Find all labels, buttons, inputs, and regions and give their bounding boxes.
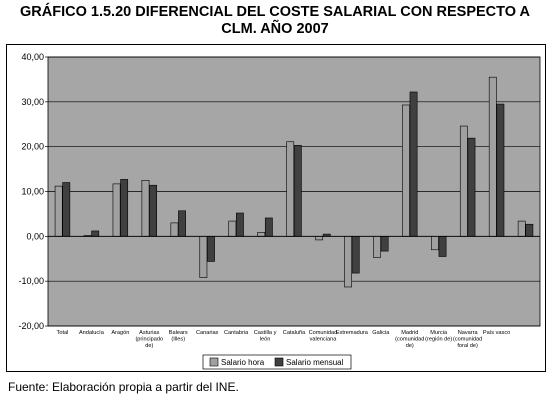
bar-salario-mensual: [351, 236, 360, 274]
legend-swatch-salario-hora: [209, 357, 219, 367]
x-category-label: Aragón: [111, 330, 129, 336]
source-note: Fuente: Elaboración propia a partir del …: [8, 380, 239, 394]
legend: Salario hora Salario mensual: [202, 354, 352, 370]
bar-salario-hora: [112, 183, 121, 237]
x-category-label: Murcia (región de): [425, 330, 452, 343]
bar-salario-hora: [402, 104, 410, 237]
legend-swatch-salario-mensual: [274, 357, 284, 367]
x-category-label: País vasco: [483, 330, 510, 336]
bar-salario-mensual: [62, 182, 71, 237]
bar-salario-mensual: [438, 236, 447, 257]
x-category-label: Cataluña: [283, 330, 306, 336]
y-tick-label: 0,00: [26, 231, 44, 241]
legend-label-salario-mensual: Salario mensual: [286, 358, 344, 367]
bar-salario-hora: [373, 236, 381, 258]
bar-salario-mensual: [293, 145, 302, 237]
bar-salario-mensual: [264, 217, 273, 237]
y-tick-label: 20,00: [21, 142, 44, 152]
bar-salario-hora: [170, 222, 179, 237]
x-category-label: Total: [57, 330, 69, 336]
x-category-label: Castilla y león: [254, 330, 277, 343]
y-tick-label: -10,00: [18, 276, 44, 286]
bar-chart: 40,00 30,00 20,00 10,00 0,00 -10,00 -20,00 Tota…: [18, 52, 541, 370]
x-category-label: Cantabria: [224, 330, 249, 336]
x-category-label: Asturias (principado de): [135, 330, 163, 349]
bar-salario-hora: [286, 141, 295, 237]
bar-salario-hora: [459, 125, 468, 237]
x-category-label: Balears (Illes): [169, 330, 188, 343]
bar-salario-hora: [431, 236, 439, 251]
bar-salario-hora: [257, 231, 266, 237]
chart-title-line-1: GRÁFICO 1.5.20 DIFERENCIAL DEL COSTE SAL…: [20, 4, 530, 20]
bar-salario-mensual: [409, 91, 418, 237]
x-category-label: Navarra (comunidad foral de): [453, 330, 482, 349]
bar-salario-hora: [199, 236, 208, 278]
bar-salario-mensual: [525, 223, 534, 237]
y-tick-label: 10,00: [21, 187, 44, 197]
x-category-label: Andalucía: [79, 330, 105, 336]
x-category-label: Comunidad valenciana: [309, 330, 338, 343]
x-category-label: Madrid (comunidad de): [395, 330, 424, 349]
chart-title-line-2: CLM. AÑO 2007: [221, 21, 329, 37]
bar-salario-mensual: [236, 212, 244, 237]
chart-frame: 40,00 30,00 20,00 10,00 0,00 -10,00 -20,00 Tota…: [6, 44, 546, 372]
x-category-label: Canarias: [196, 330, 219, 336]
bar-salario-hora: [488, 76, 497, 237]
y-tick-label: 40,00: [21, 52, 44, 62]
y-tick-label: -20,00: [18, 321, 44, 331]
bar-salario-hora: [315, 236, 324, 241]
bar-salario-hora: [141, 179, 150, 237]
bar-salario-hora: [517, 220, 526, 237]
y-tick-label: 30,00: [21, 97, 44, 107]
bar-salario-hora: [54, 185, 63, 237]
bar-salario-mensual: [91, 230, 100, 237]
bar-salario-mensual: [120, 179, 129, 237]
legend-label-salario-hora: Salario hora: [221, 358, 265, 367]
bar-salario-hora: [344, 236, 352, 288]
x-category-label: Galicia: [372, 330, 390, 336]
bar-salario-mensual: [467, 137, 476, 237]
bar-salario-mensual: [178, 210, 186, 237]
bar-salario-mensual: [207, 236, 215, 262]
x-category-label: Extremadura: [336, 330, 369, 336]
bar-salario-mensual: [380, 236, 389, 252]
bar-salario-hora: [228, 220, 237, 237]
bar-salario-mensual: [149, 184, 157, 237]
chart-title: GRÁFICO 1.5.20 DIFERENCIAL DEL COSTE SAL…: [0, 4, 550, 38]
bar-salario-mensual: [496, 103, 505, 237]
